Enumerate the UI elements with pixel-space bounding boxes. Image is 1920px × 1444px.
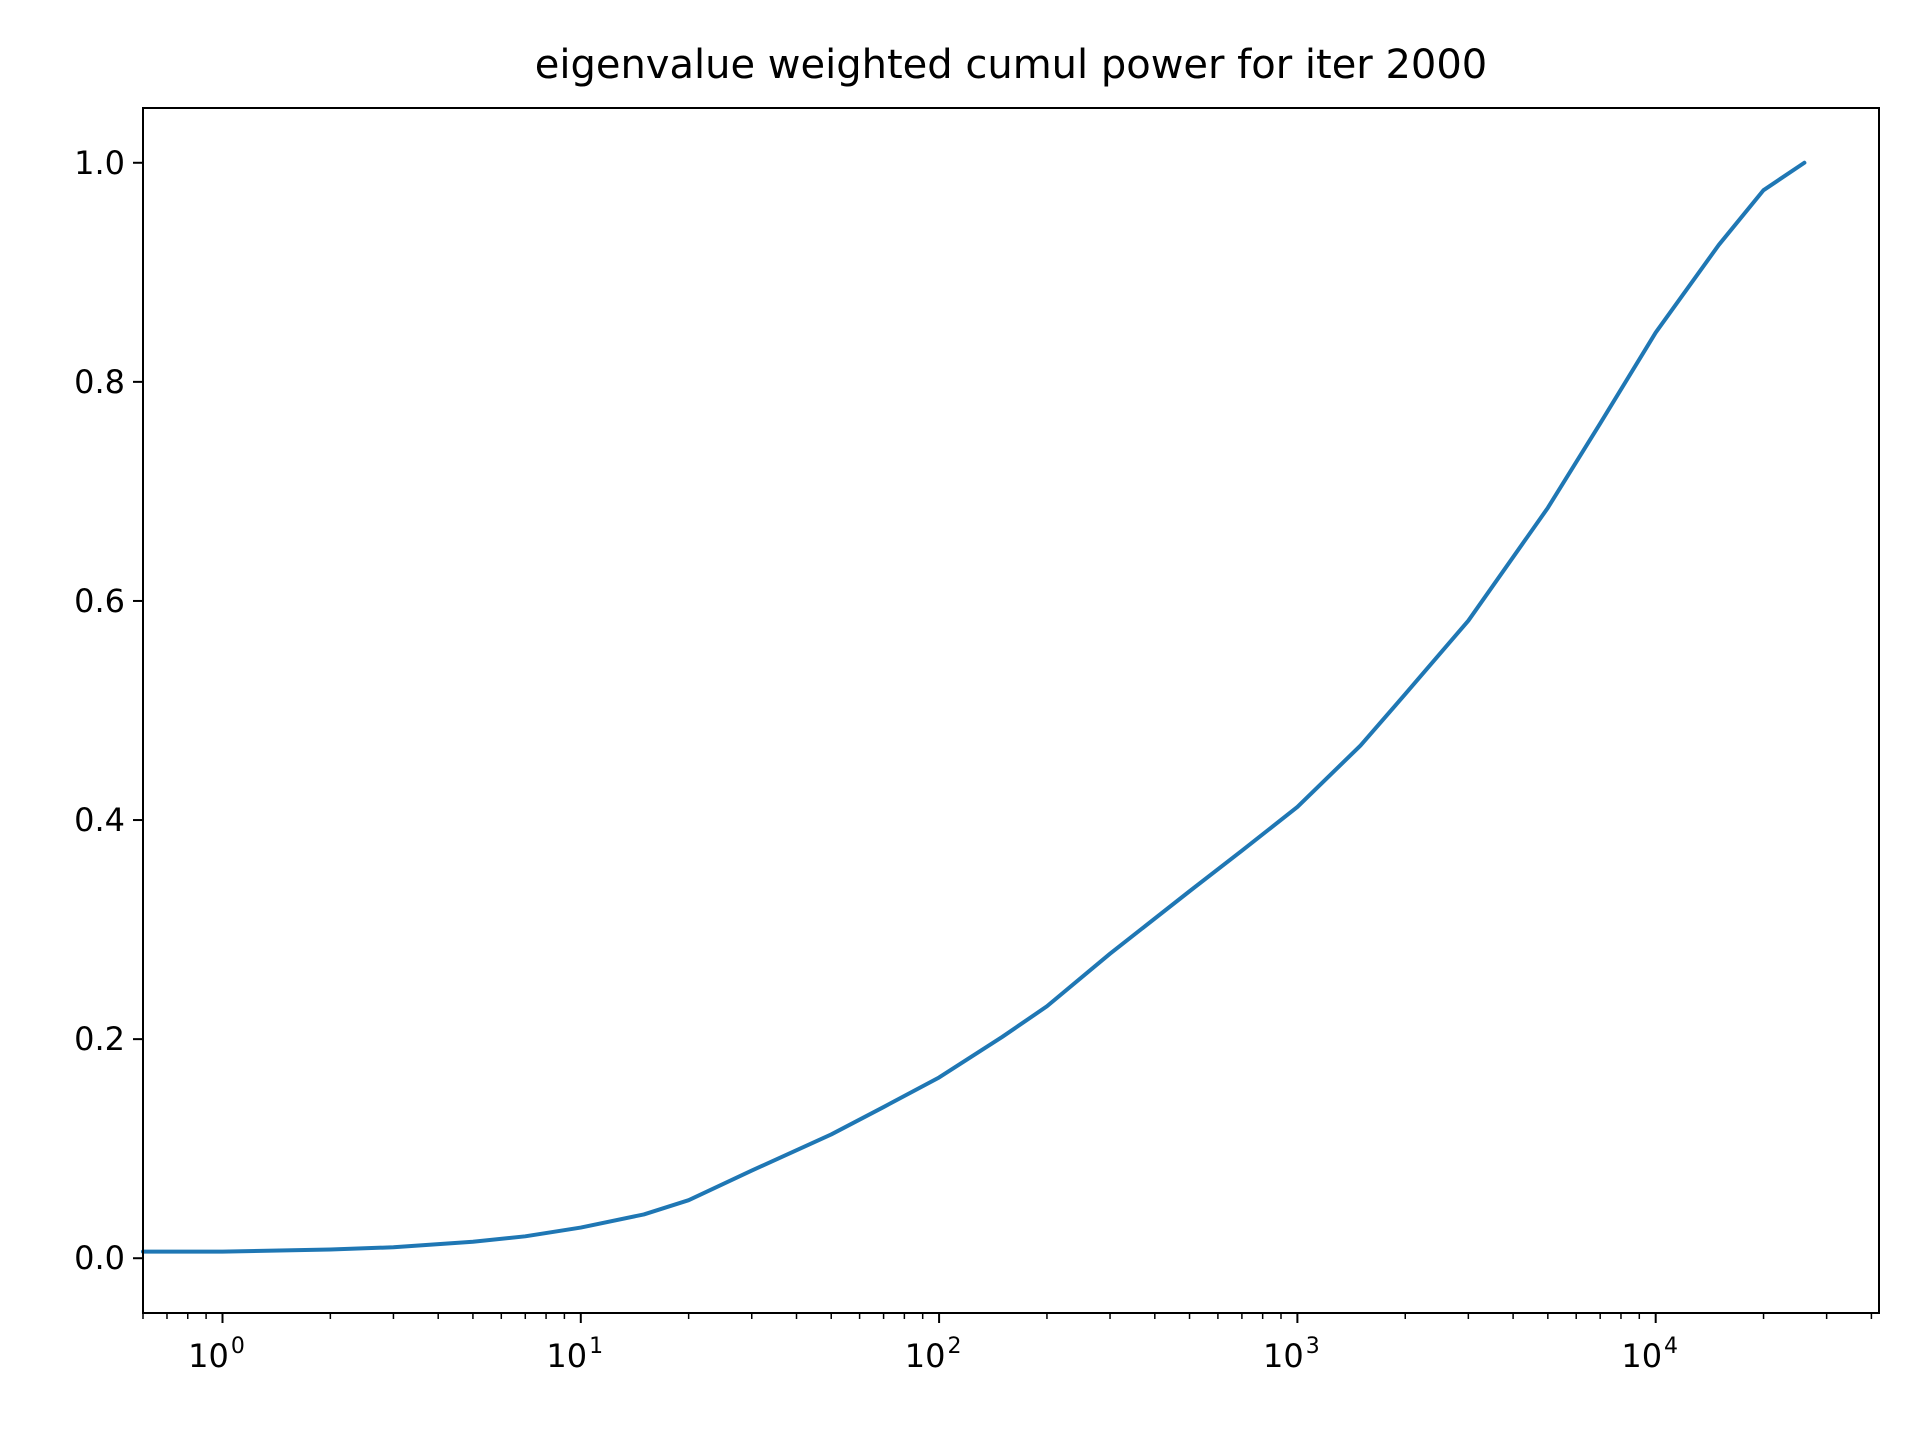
chart-title: eigenvalue weighted cumul power for iter…: [535, 42, 1488, 88]
axis-ticks: 0.0 0.2 0.4 0.6 0.8 1.0 100 101 102 103 104: [74, 144, 1873, 1375]
x-tick-label: 100: [188, 1334, 245, 1375]
y-tick-label: 0.0: [74, 1239, 125, 1277]
y-tick-label: 0.8: [74, 363, 125, 401]
axes-frame: [142, 107, 1880, 1314]
series-line: [141, 160, 1807, 1254]
x-tick-label: 101: [546, 1334, 603, 1375]
x-tick-label: 102: [905, 1334, 962, 1375]
y-tick-label: 0.6: [74, 582, 125, 620]
x-tick-label: 104: [1621, 1334, 1678, 1375]
plot-area: [141, 160, 1807, 1254]
y-tick-label: 0.2: [74, 1020, 125, 1058]
x-tick-label: 103: [1263, 1334, 1320, 1375]
y-tick-label: 1.0: [74, 144, 125, 182]
y-tick-label: 0.4: [74, 801, 125, 839]
